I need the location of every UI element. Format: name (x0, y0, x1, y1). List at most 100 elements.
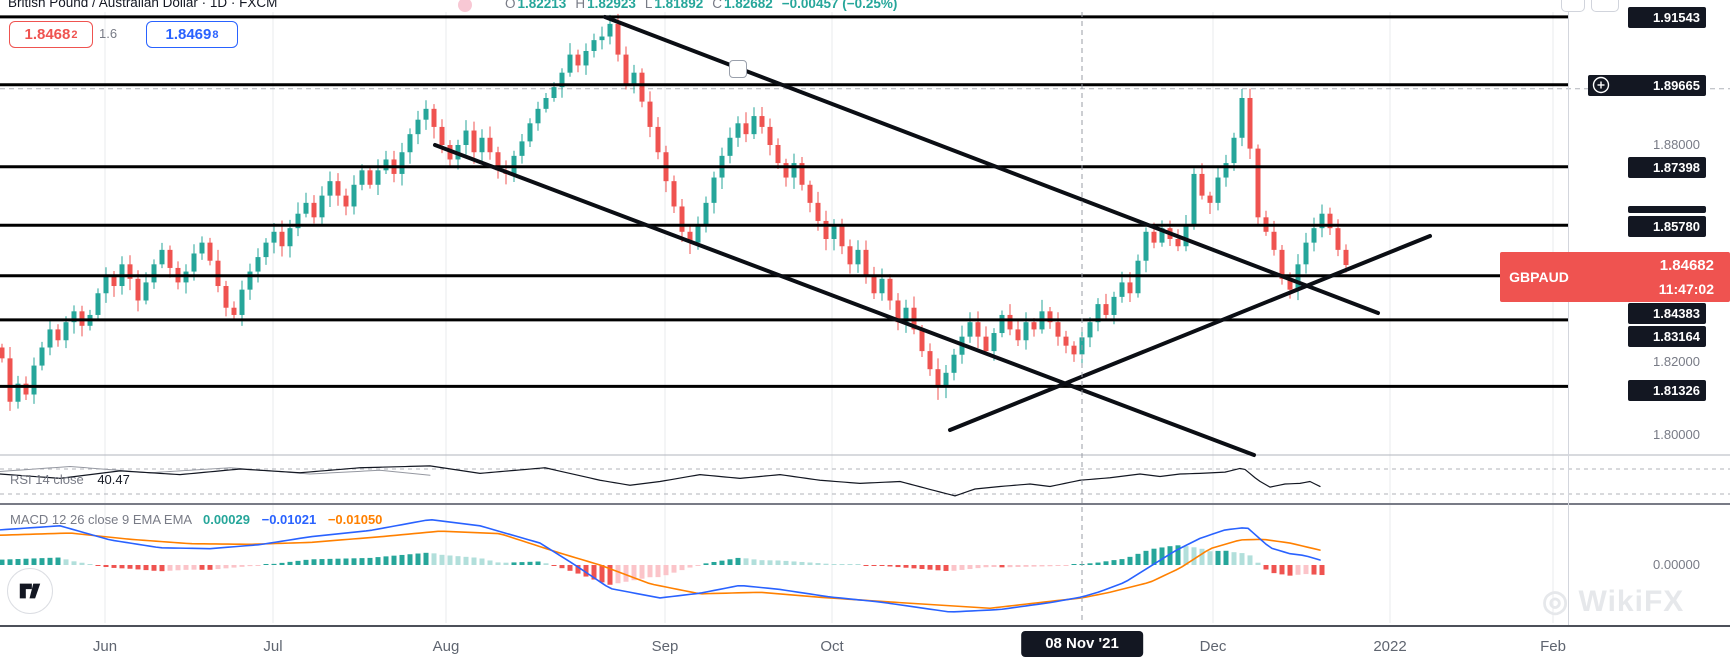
candle-body (1327, 213, 1333, 229)
candle-body (991, 333, 997, 352)
macd-histogram-bar (87, 564, 93, 565)
price-level-chip: 1.83164 (1628, 325, 1706, 347)
trendline-ascending-support[interactable] (948, 234, 1432, 432)
candle-body (431, 108, 437, 127)
macd-histogram-bar (1247, 555, 1253, 565)
plus-circle-icon[interactable] (1592, 76, 1610, 94)
macd-histogram-bar (535, 561, 541, 565)
candle-body (711, 177, 717, 203)
macd-histogram-bar (1215, 550, 1221, 565)
macd-histogram-bar (1103, 561, 1109, 565)
time-axis-label: Sep (651, 638, 679, 655)
macd-histogram-bar (1167, 546, 1173, 565)
candle-body (679, 206, 685, 232)
candle-body (671, 181, 677, 207)
candle-body (1111, 296, 1117, 315)
macd-histogram-bar (511, 562, 517, 565)
macd-histogram-bar (1207, 551, 1213, 565)
open-letter: O (505, 0, 516, 11)
macd-histogram-bar (15, 559, 21, 565)
macd-histogram-bar (351, 558, 357, 565)
watermark-text: WikiFX (1578, 585, 1685, 618)
ohlc-readout: O 1.82213 H 1.82923 L 1.81892 C 1.82682 −0.0… (505, 0, 897, 12)
last-price-value: 1.84682 (1659, 257, 1714, 274)
macd-histogram-bar (423, 552, 429, 565)
macd-histogram-bar (1175, 545, 1181, 565)
candle-body (247, 271, 253, 290)
candle-body (0, 347, 5, 359)
macd-histogram-bar (687, 565, 693, 568)
trendline-descending-channel-bottom[interactable] (433, 143, 1256, 457)
macd-histogram-bar (591, 565, 597, 580)
candle-body (7, 358, 13, 402)
macd-histogram-bar (759, 560, 765, 565)
time-axis[interactable]: 08 Nov '21 Jun Jul Aug Sep Oct Dec 2022 Feb (0, 625, 1730, 660)
trendline-anchor-handle[interactable] (729, 60, 747, 78)
macd-histogram-bar (711, 561, 717, 565)
candle-body (1287, 278, 1293, 290)
macd-histogram-bar (303, 559, 309, 565)
price-level-value: 1.84383 (1653, 305, 1700, 321)
candle-body (615, 23, 621, 55)
toolbar-button-clipped-1[interactable] (1561, 0, 1585, 12)
macd-histogram-bar (551, 565, 557, 566)
macd-histogram-bar (199, 565, 205, 570)
candle-body (975, 322, 981, 337)
candle-body (935, 369, 941, 388)
candle-body (127, 264, 133, 279)
candle-body (1311, 228, 1317, 243)
macd-hist-value: 0.00029 (202, 512, 250, 527)
spread-value: 1.6 (99, 26, 118, 41)
candle-body (791, 163, 797, 178)
candle-body (743, 123, 749, 135)
macd-histogram-bar (1303, 565, 1309, 575)
candle-body (511, 155, 517, 174)
macd-histogram-bar (367, 557, 373, 565)
macd-histogram-bar (439, 554, 445, 565)
candle-body (423, 108, 429, 120)
macd-histogram-bar (1047, 565, 1053, 567)
last-price-flag: GBPAUD 1.84682 11:47:02 (1500, 252, 1730, 302)
macd-histogram-bar (7, 559, 13, 565)
watermark: ◎ WikiFX (1542, 584, 1684, 619)
macd-histogram-bar (695, 565, 701, 566)
buy-ask-button[interactable]: 1.8469 8 (146, 21, 238, 48)
macd-histogram-bar (831, 564, 837, 565)
macd-histogram-bar (383, 556, 389, 565)
macd-histogram-bar (879, 565, 885, 566)
tradingview-logo-icon (19, 583, 41, 599)
high-letter: H (575, 0, 586, 11)
price-level-chip: 1.91543 (1628, 6, 1706, 28)
tradingview-logo[interactable] (7, 568, 53, 614)
candle-body (727, 137, 733, 156)
candle-body (215, 260, 221, 287)
macd-histogram-bar (135, 565, 141, 570)
candle-body (279, 231, 285, 247)
macd-legend[interactable]: MACD 12 26 close 9 EMA EMA 0.00029 −0.01… (10, 512, 382, 527)
candle-body (135, 278, 141, 301)
price-level-chip: 1.85780 (1628, 215, 1706, 237)
macd-histogram-bar (183, 565, 189, 570)
macd-histogram-bar (559, 565, 565, 569)
candle-body (103, 275, 109, 294)
candle-body (479, 137, 485, 153)
macd-histogram-bar (1231, 552, 1237, 565)
candle-body (31, 365, 37, 395)
toolbar-button-clipped-2[interactable] (1591, 0, 1619, 12)
candle-body (919, 329, 925, 352)
candle-body (471, 130, 477, 153)
sell-bid-button[interactable]: 1.8468 2 (9, 21, 93, 48)
candle-body (815, 202, 821, 221)
macd-histogram-bar (1159, 547, 1165, 565)
macd-histogram-bar (343, 558, 349, 565)
candle-body (895, 300, 901, 323)
rsi-title: RSI 14 close (10, 472, 84, 487)
candle-body (207, 242, 213, 261)
macd-histogram-bar (599, 565, 605, 583)
symbol-title[interactable]: British Pound / Australian Dollar · 1D ·… (8, 0, 278, 10)
macd-histogram-bar (415, 553, 421, 565)
rsi-legend[interactable]: RSI 14 close 40.47 (10, 472, 130, 487)
price-level-chip: 1.87398 (1628, 156, 1706, 178)
